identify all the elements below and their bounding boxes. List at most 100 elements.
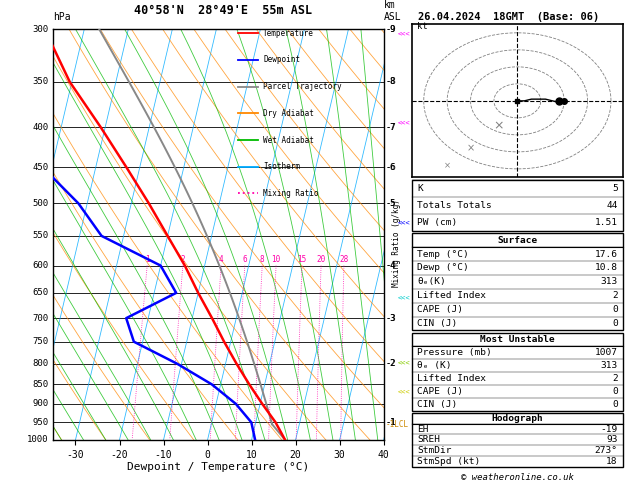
Text: -8: -8	[386, 77, 396, 86]
Text: Temp (°C): Temp (°C)	[417, 250, 469, 259]
Text: 1000: 1000	[27, 435, 48, 444]
Text: Lifted Index: Lifted Index	[417, 291, 486, 300]
Text: -4: -4	[386, 261, 396, 270]
Text: 26.04.2024  18GMT  (Base: 06): 26.04.2024 18GMT (Base: 06)	[418, 12, 599, 22]
Text: 4: 4	[219, 255, 223, 263]
Text: -5: -5	[386, 199, 396, 208]
Text: © weatheronline.co.uk: © weatheronline.co.uk	[461, 473, 574, 482]
Text: 2: 2	[181, 255, 185, 263]
Text: 8: 8	[260, 255, 265, 263]
Text: θₑ (K): θₑ (K)	[417, 361, 452, 370]
Text: Mixing Ratio (g/kg): Mixing Ratio (g/kg)	[392, 199, 401, 287]
Text: -6: -6	[386, 163, 396, 172]
Text: 0: 0	[612, 305, 618, 314]
Text: Dewp (°C): Dewp (°C)	[417, 263, 469, 273]
Text: kt: kt	[416, 22, 428, 32]
Text: Isotherm: Isotherm	[263, 162, 300, 171]
Text: 273°: 273°	[594, 446, 618, 455]
Text: Parcel Trajectory: Parcel Trajectory	[263, 82, 342, 91]
Text: 20: 20	[316, 255, 326, 263]
Text: 800: 800	[32, 359, 48, 368]
Text: -2: -2	[386, 359, 396, 368]
Text: -3: -3	[386, 313, 396, 323]
Text: -3: -3	[386, 313, 396, 323]
Text: Surface: Surface	[498, 236, 537, 245]
Text: Pressure (mb): Pressure (mb)	[417, 348, 492, 357]
Text: $\times$: $\times$	[466, 143, 475, 154]
Text: -8: -8	[386, 77, 396, 86]
Text: $\times$: $\times$	[443, 161, 451, 170]
Text: 900: 900	[32, 399, 48, 408]
Text: 750: 750	[32, 337, 48, 346]
Text: 313: 313	[601, 361, 618, 370]
Text: 550: 550	[32, 231, 48, 241]
Text: Totals Totals: Totals Totals	[417, 201, 492, 210]
Text: <<<: <<<	[398, 220, 411, 226]
X-axis label: Dewpoint / Temperature (°C): Dewpoint / Temperature (°C)	[128, 462, 309, 472]
Text: 2: 2	[612, 291, 618, 300]
Text: 600: 600	[32, 261, 48, 270]
Text: EH: EH	[417, 425, 428, 434]
Text: <<<: <<<	[398, 389, 411, 395]
Text: <<<: <<<	[398, 295, 411, 301]
Text: 93: 93	[606, 435, 618, 444]
Text: SREH: SREH	[417, 435, 440, 444]
Text: -1: -1	[386, 418, 396, 427]
Text: 300: 300	[32, 25, 48, 34]
Text: -2: -2	[386, 359, 396, 368]
Text: -19: -19	[601, 425, 618, 434]
Text: -9: -9	[386, 25, 396, 34]
Text: Most Unstable: Most Unstable	[480, 335, 555, 344]
Text: 450: 450	[32, 163, 48, 172]
Text: 10: 10	[272, 255, 281, 263]
Text: <<<: <<<	[398, 120, 411, 126]
Text: Lifted Index: Lifted Index	[417, 374, 486, 383]
Text: 950: 950	[32, 418, 48, 427]
Text: 2: 2	[612, 374, 618, 383]
Text: -7: -7	[386, 123, 396, 132]
Text: 850: 850	[32, 380, 48, 389]
Text: 18: 18	[606, 457, 618, 466]
Text: -1: -1	[386, 418, 396, 427]
Text: 44: 44	[606, 201, 618, 210]
Text: km
ASL: km ASL	[384, 0, 401, 22]
Text: 700: 700	[32, 313, 48, 323]
Text: θₑ(K): θₑ(K)	[417, 278, 446, 286]
Text: -7: -7	[386, 123, 396, 132]
Text: 400: 400	[32, 123, 48, 132]
Text: 500: 500	[32, 199, 48, 208]
Text: 1.51: 1.51	[594, 218, 618, 227]
Text: <<<: <<<	[398, 32, 411, 38]
Text: -5: -5	[386, 199, 396, 208]
Text: Dewpoint: Dewpoint	[263, 55, 300, 65]
Text: Mixing Ratio: Mixing Ratio	[263, 189, 319, 198]
Text: CAPE (J): CAPE (J)	[417, 387, 463, 396]
Text: -4: -4	[386, 261, 396, 270]
Text: CAPE (J): CAPE (J)	[417, 305, 463, 314]
Text: 17.6: 17.6	[594, 250, 618, 259]
Text: CIN (J): CIN (J)	[417, 319, 457, 328]
Text: -6: -6	[386, 163, 396, 172]
Text: 650: 650	[32, 288, 48, 297]
Text: StmSpd (kt): StmSpd (kt)	[417, 457, 481, 466]
Text: 15: 15	[298, 255, 307, 263]
Text: $\times$: $\times$	[493, 120, 504, 133]
Text: 0: 0	[612, 399, 618, 409]
Text: <<<: <<<	[398, 361, 411, 367]
Text: Dry Adiabat: Dry Adiabat	[263, 109, 314, 118]
Text: 6: 6	[243, 255, 247, 263]
Text: Temperature: Temperature	[263, 29, 314, 38]
Text: 0: 0	[612, 387, 618, 396]
Text: 0: 0	[612, 319, 618, 328]
Text: 313: 313	[601, 278, 618, 286]
Text: 5: 5	[612, 184, 618, 193]
Text: PW (cm): PW (cm)	[417, 218, 457, 227]
Text: hPa: hPa	[53, 12, 71, 22]
Text: 28: 28	[339, 255, 348, 263]
Text: K: K	[417, 184, 423, 193]
Text: CIN (J): CIN (J)	[417, 399, 457, 409]
Text: -9: -9	[386, 25, 396, 34]
Text: Wet Adiabat: Wet Adiabat	[263, 136, 314, 144]
Text: 1007: 1007	[594, 348, 618, 357]
Text: Hodograph: Hodograph	[491, 414, 543, 423]
